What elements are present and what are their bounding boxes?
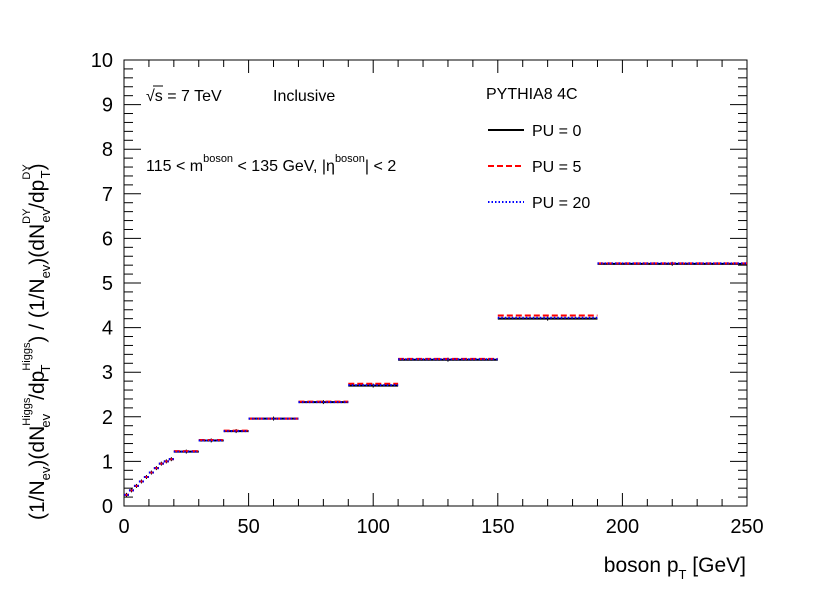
y-axis-title: (1/Nev)(dNHiggs ev/dpHiggs T) / (1/Nev)(dN… — [21, 163, 53, 520]
x-tick-label: 150 — [481, 516, 514, 538]
y-tick-label: 3 — [102, 362, 113, 384]
x-tick-label: 250 — [730, 516, 763, 538]
x-axis-title: boson pT [GeV] — [604, 554, 746, 582]
y-tick-label: 5 — [102, 273, 113, 295]
x-tick-label: 100 — [357, 516, 390, 538]
energy-label: √s = 7 TeV — [146, 88, 222, 105]
legend-label-pu5: PU = 5 — [532, 159, 581, 176]
legend: PU = 0 PU = 5 PU = 20 — [488, 123, 590, 212]
series-pu-0 — [124, 261, 747, 497]
y-tick-label: 6 — [102, 228, 113, 250]
series-pu-5 — [124, 262, 747, 496]
x-tick-label: 50 — [237, 516, 259, 538]
y-tick-label: 10 — [91, 50, 113, 72]
series-pu-20 — [124, 262, 747, 496]
y-tick-label: 2 — [102, 407, 113, 429]
generator-label: PYTHIA8 4C — [486, 86, 578, 103]
legend-label-pu20: PU = 20 — [532, 195, 590, 212]
y-tick-label: 4 — [102, 318, 113, 340]
x-tick-label: 0 — [118, 516, 129, 538]
y-tick-label: 8 — [102, 139, 113, 161]
x-tick-label: 200 — [606, 516, 639, 538]
y-tick-label: 7 — [102, 184, 113, 206]
y-tick-label: 1 — [102, 451, 113, 473]
legend-label-pu0: PU = 0 — [532, 123, 581, 140]
mass-cut-label: 115 < mboson < 135 GeV, |ηboson| < 2 — [146, 153, 396, 175]
selection-label: Inclusive — [273, 88, 335, 105]
y-tick-label: 9 — [102, 95, 113, 117]
y-tick-label: 0 — [102, 496, 113, 518]
